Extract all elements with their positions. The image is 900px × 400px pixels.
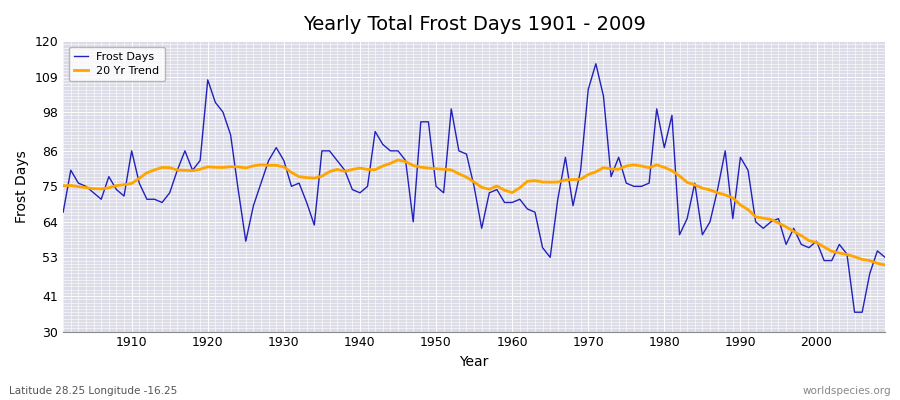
- 20 Yr Trend: [606, 166, 616, 171]
- Frost Days: [58, 210, 68, 214]
- Frost Days: [500, 200, 510, 205]
- 20 Yr Trend: [119, 182, 130, 187]
- Legend: Frost Days, 20 Yr Trend: Frost Days, 20 Yr Trend: [68, 47, 166, 81]
- Frost Days: [879, 255, 890, 260]
- Frost Days: [590, 61, 601, 66]
- Frost Days: [507, 200, 517, 205]
- Frost Days: [286, 184, 297, 189]
- 20 Yr Trend: [392, 158, 403, 162]
- Frost Days: [332, 158, 343, 163]
- 20 Yr Trend: [879, 262, 890, 267]
- Frost Days: [850, 310, 860, 315]
- Frost Days: [606, 174, 616, 179]
- 20 Yr Trend: [58, 183, 68, 188]
- 20 Yr Trend: [507, 190, 517, 195]
- Text: worldspecies.org: worldspecies.org: [803, 386, 891, 396]
- 20 Yr Trend: [514, 185, 525, 190]
- 20 Yr Trend: [286, 170, 297, 175]
- Line: 20 Yr Trend: 20 Yr Trend: [63, 160, 885, 265]
- Frost Days: [119, 194, 130, 198]
- X-axis label: Year: Year: [459, 355, 489, 369]
- Y-axis label: Frost Days: Frost Days: [15, 150, 29, 223]
- Text: Latitude 28.25 Longitude -16.25: Latitude 28.25 Longitude -16.25: [9, 386, 177, 396]
- Title: Yearly Total Frost Days 1901 - 2009: Yearly Total Frost Days 1901 - 2009: [302, 15, 645, 34]
- Line: Frost Days: Frost Days: [63, 64, 885, 312]
- 20 Yr Trend: [332, 167, 343, 172]
